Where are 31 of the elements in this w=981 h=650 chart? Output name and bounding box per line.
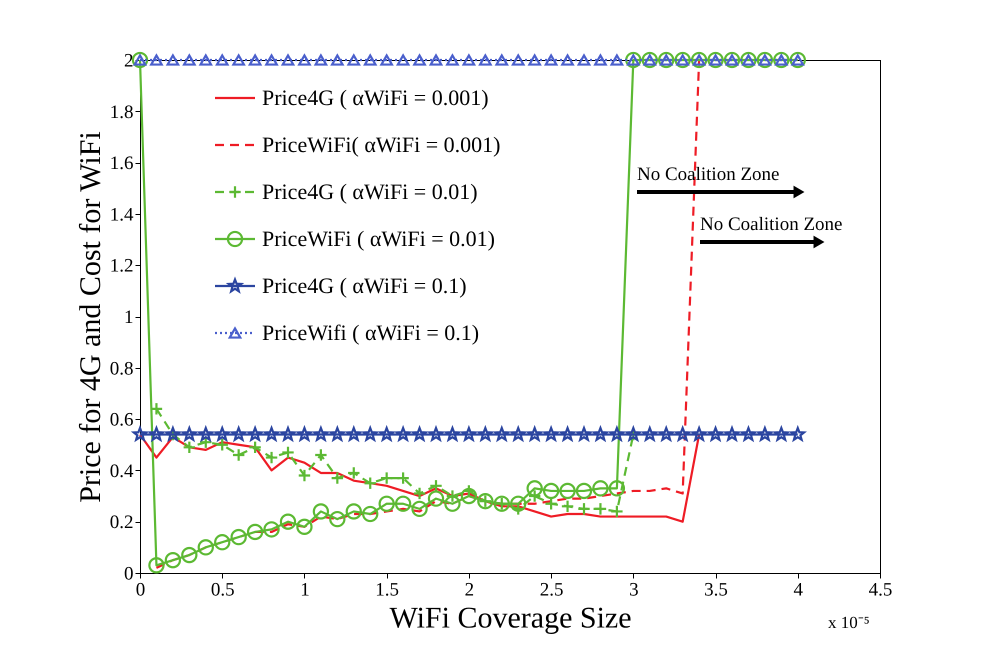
y-tick-label: 0.6 [110, 410, 134, 431]
y-tick-label: 1.8 [110, 102, 134, 123]
x-axis-title: WiFi Coverage Size [389, 602, 632, 634]
legend-label: PriceWiFi ( αWiFi = 0.01) [262, 226, 495, 251]
y-axis-title: Price for 4G and Cost for WiFi [74, 131, 107, 503]
x-tick-label: 1.5 [375, 580, 400, 600]
legend-label: PriceWifi ( αWiFi = 0.1) [262, 320, 480, 345]
y-tick-label: 1.2 [110, 256, 134, 277]
x-tick-label: 3.5 [704, 580, 728, 600]
y-tick-label: 0.8 [110, 358, 134, 380]
annotation: No Coalition Zone [637, 164, 780, 185]
x-tick-label: 3 [629, 580, 639, 600]
y-tick-label: 0.2 [110, 512, 134, 534]
x-tick-label: 4 [794, 580, 804, 600]
y-tick-label: 1.4 [110, 204, 134, 226]
annotation: No Coalition Zone [700, 214, 842, 235]
x-tick-label: 2 [464, 580, 474, 600]
text: x 10⁻⁵ [828, 613, 870, 632]
legend-label: Price4G ( αWiFi = 0.01) [262, 179, 478, 204]
y-tick-label: 0 [124, 564, 134, 584]
legend-label: Price4G ( αWiFi = 0.001) [262, 85, 489, 110]
y-tick-label: 1.6 [110, 153, 134, 174]
y-tick-label: 0.4 [110, 460, 134, 482]
x-tick-label: 2.5 [540, 580, 564, 600]
y-tick-label: 1 [124, 307, 134, 328]
legend-label: PriceWiFi( αWiFi = 0.001) [262, 132, 500, 157]
x-tick-label: 1 [300, 580, 310, 600]
x-tick-label: 4.5 [868, 580, 892, 600]
y-tick-label: 2 [124, 50, 134, 72]
x-tick-label: 0.5 [210, 580, 235, 600]
legend-label: Price4G ( αWiFi = 0.1) [262, 273, 467, 298]
